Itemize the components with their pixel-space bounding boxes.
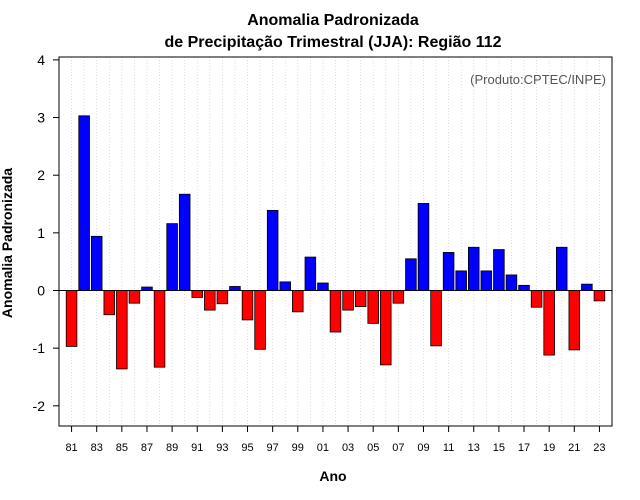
bar-2015 — [493, 249, 505, 291]
x-tick-label: 85 — [116, 442, 128, 454]
x-tick-label: 99 — [292, 442, 304, 454]
bar-2021 — [568, 290, 581, 351]
chart-title: Anomalia Padronizada — [247, 12, 419, 29]
bar-1995 — [241, 290, 254, 321]
bar-2004 — [354, 290, 367, 308]
bar-2001 — [317, 282, 329, 291]
bar-1993 — [216, 290, 229, 305]
bar-2013 — [468, 246, 480, 291]
bar-2000 — [304, 256, 317, 291]
bar-1981 — [65, 290, 78, 347]
x-tick-label: 19 — [543, 442, 555, 454]
bar-1998 — [279, 281, 291, 291]
bar-1984 — [103, 290, 116, 316]
bar-1994 — [229, 286, 241, 291]
bar-2005 — [367, 290, 379, 324]
x-tick-label: 23 — [593, 442, 605, 454]
x-tick-label: 95 — [241, 442, 253, 454]
bar-1983 — [90, 235, 103, 291]
bar-1988 — [153, 290, 166, 368]
plot-frame — [58, 56, 613, 427]
y-tick-label: 1 — [37, 225, 45, 241]
x-tick-label: 05 — [367, 442, 379, 454]
bar-2023 — [593, 290, 606, 302]
y-tick-label: 0 — [37, 283, 45, 299]
y-tick-label: -1 — [33, 340, 46, 356]
bar-1996 — [254, 290, 266, 350]
bar-2014 — [480, 270, 493, 291]
bar-2002 — [329, 290, 342, 333]
x-tick-label: 07 — [392, 442, 404, 454]
x-tick-label: 15 — [493, 442, 505, 454]
bar-2003 — [342, 290, 354, 311]
y-tick-label: 3 — [37, 110, 45, 126]
bar-1989 — [166, 223, 178, 291]
chart-subtitle: de Precipitação Trimestral (JJA): Região… — [164, 34, 501, 51]
x-tick-label: 17 — [518, 442, 530, 454]
bar-1985 — [116, 290, 128, 370]
bar-2016 — [505, 274, 518, 291]
bar-1992 — [204, 290, 216, 311]
x-tick-label: 81 — [65, 442, 77, 454]
x-tick-label: 97 — [267, 442, 279, 454]
y-tick-label: -2 — [33, 398, 46, 414]
x-tick-label: 89 — [166, 442, 178, 454]
x-tick-label: 93 — [216, 442, 228, 454]
bars — [65, 115, 606, 370]
bar-2020 — [555, 246, 568, 291]
x-tick-label: 91 — [191, 442, 203, 454]
bar-1986 — [128, 290, 141, 304]
x-tick-label: 83 — [91, 442, 103, 454]
bar-1999 — [292, 290, 304, 313]
x-tick-label: 01 — [317, 442, 329, 454]
bar-2017 — [518, 284, 530, 291]
y-axis-title: Anomalia Padronizada — [0, 168, 15, 318]
bar-1982 — [78, 115, 90, 291]
bar-1997 — [266, 209, 279, 291]
bar-2010 — [430, 290, 442, 347]
y-tick-label: 2 — [37, 167, 45, 183]
bar-2022 — [581, 283, 593, 291]
bar-2008 — [405, 258, 417, 291]
x-tick-label: 21 — [568, 442, 580, 454]
bar-2011 — [442, 252, 455, 291]
bar-1990 — [178, 193, 191, 291]
x-axis: 81 83 85 87 89 91 93 95 97 99 01 03 05 07 09 11 13 15 17 19… — [65, 426, 606, 454]
x-tick-label: 87 — [141, 442, 153, 454]
y-tick-label: 4 — [37, 52, 45, 68]
x-axis-title: Ano — [319, 468, 346, 484]
bar-2009 — [417, 203, 430, 291]
product-credit: (Produto:CPTEC/INPE) — [470, 72, 606, 87]
gridlines — [71, 57, 600, 426]
bar-2012 — [455, 270, 467, 291]
x-tick-label: 13 — [468, 442, 480, 454]
x-tick-label: 03 — [342, 442, 354, 454]
bar-2019 — [543, 290, 555, 356]
x-tick-label: 11 — [443, 442, 454, 454]
x-tick-label: 09 — [417, 442, 429, 454]
bar-2006 — [380, 290, 392, 366]
bar-2007 — [392, 290, 405, 304]
bar-1987 — [141, 286, 153, 291]
y-axis: -2 -1 0 1 2 3 4 — [33, 52, 59, 414]
bar-2018 — [530, 290, 543, 308]
bar-1991 — [191, 290, 203, 298]
